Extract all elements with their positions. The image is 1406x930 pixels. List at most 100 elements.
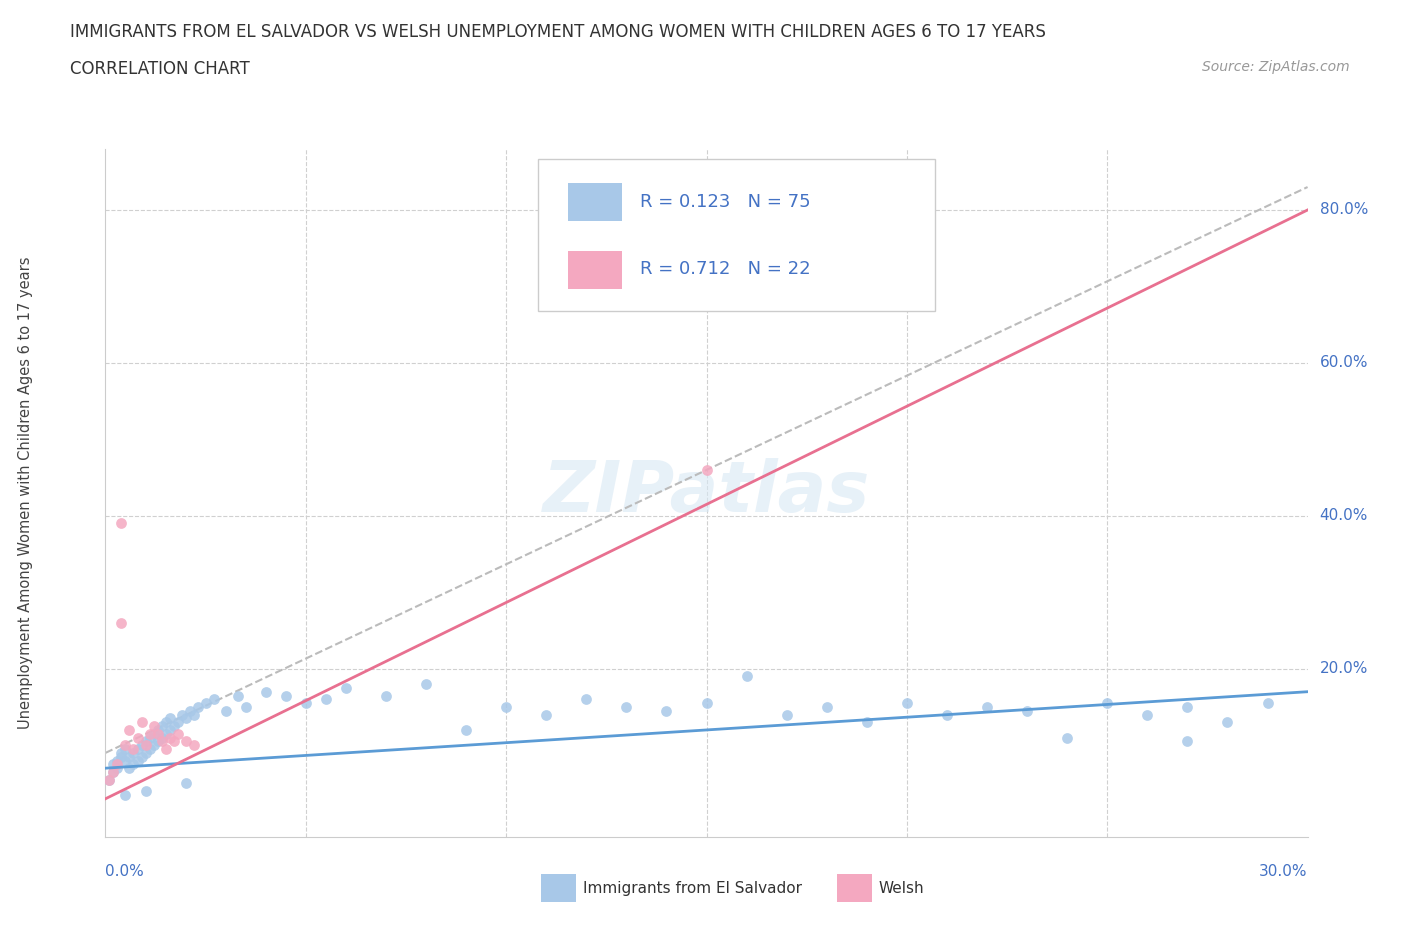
Point <box>135 746 157 761</box>
Point <box>1136 707 1159 722</box>
Point <box>896 696 918 711</box>
Point <box>107 753 129 768</box>
Point <box>135 784 157 799</box>
Point <box>146 723 169 737</box>
Point <box>159 711 181 726</box>
Point <box>131 715 153 730</box>
Point <box>110 516 132 531</box>
Point <box>122 746 145 761</box>
Point <box>138 730 160 745</box>
Point <box>179 703 201 718</box>
Point <box>103 764 125 779</box>
Point <box>936 707 959 722</box>
Point <box>150 734 173 749</box>
Point <box>135 734 157 749</box>
Point <box>150 730 173 745</box>
Point <box>187 699 209 714</box>
Point <box>655 703 678 718</box>
Point <box>335 681 357 696</box>
Point <box>166 715 188 730</box>
Point <box>1216 715 1239 730</box>
Point <box>98 772 121 787</box>
Text: ZIPatlas: ZIPatlas <box>543 458 870 527</box>
Point <box>110 616 132 631</box>
Text: 20.0%: 20.0% <box>1320 661 1368 676</box>
Point <box>127 730 149 745</box>
Text: Immigrants from El Salvador: Immigrants from El Salvador <box>583 881 803 896</box>
Point <box>159 723 181 737</box>
Point <box>174 734 197 749</box>
Point <box>155 726 177 741</box>
Point <box>214 703 236 718</box>
Point <box>415 677 437 692</box>
Point <box>495 699 517 714</box>
Point <box>616 699 638 714</box>
Text: 30.0%: 30.0% <box>1260 864 1308 879</box>
Point <box>122 741 145 756</box>
Point <box>131 737 153 752</box>
Point <box>107 761 129 776</box>
Point <box>174 776 197 790</box>
Text: R = 0.123   N = 75: R = 0.123 N = 75 <box>640 193 811 211</box>
Point <box>534 707 557 722</box>
Point <box>135 737 157 752</box>
Point <box>295 696 318 711</box>
Point <box>127 753 149 768</box>
Point <box>122 757 145 772</box>
Point <box>131 750 153 764</box>
Text: Welsh: Welsh <box>879 881 924 896</box>
Point <box>202 692 225 707</box>
Point <box>374 688 398 703</box>
Point <box>146 734 169 749</box>
Text: IMMIGRANTS FROM EL SALVADOR VS WELSH UNEMPLOYMENT AMONG WOMEN WITH CHILDREN AGES: IMMIGRANTS FROM EL SALVADOR VS WELSH UNE… <box>70 23 1046 41</box>
Text: 0.0%: 0.0% <box>105 864 145 879</box>
Point <box>1177 699 1199 714</box>
Text: Unemployment Among Women with Children Ages 6 to 17 years: Unemployment Among Women with Children A… <box>18 257 32 729</box>
Point <box>142 726 165 741</box>
Point <box>735 669 758 684</box>
Point <box>166 726 188 741</box>
Point <box>696 696 718 711</box>
Point <box>194 696 217 711</box>
Point <box>114 741 136 756</box>
Point <box>114 788 136 803</box>
Point <box>1257 696 1279 711</box>
Text: 60.0%: 60.0% <box>1320 355 1368 370</box>
Point <box>174 711 197 726</box>
Point <box>855 715 877 730</box>
Point <box>1177 734 1199 749</box>
Point <box>776 707 799 722</box>
Point <box>1097 696 1119 711</box>
Point <box>118 723 141 737</box>
FancyBboxPatch shape <box>568 183 623 221</box>
Text: R = 0.712   N = 22: R = 0.712 N = 22 <box>640 260 811 278</box>
Text: Source: ZipAtlas.com: Source: ZipAtlas.com <box>1202 60 1350 74</box>
Point <box>159 730 181 745</box>
Point <box>142 719 165 734</box>
Point <box>170 707 193 722</box>
Point <box>183 737 205 752</box>
Point <box>114 737 136 752</box>
Point <box>146 726 169 741</box>
Text: 40.0%: 40.0% <box>1320 509 1368 524</box>
Point <box>254 684 277 699</box>
Point <box>575 692 598 707</box>
Point <box>315 692 337 707</box>
Point <box>118 761 141 776</box>
Text: CORRELATION CHART: CORRELATION CHART <box>70 60 250 78</box>
Text: 80.0%: 80.0% <box>1320 203 1368 218</box>
Point <box>155 715 177 730</box>
Point <box>274 688 297 703</box>
Point <box>127 741 149 756</box>
Point <box>103 764 125 779</box>
Point <box>138 741 160 756</box>
Point <box>114 753 136 768</box>
Point <box>110 746 132 761</box>
Point <box>118 750 141 764</box>
Point <box>696 462 718 477</box>
Point <box>142 737 165 752</box>
Point <box>103 757 125 772</box>
Point <box>155 741 177 756</box>
Point <box>226 688 249 703</box>
FancyBboxPatch shape <box>538 159 935 311</box>
